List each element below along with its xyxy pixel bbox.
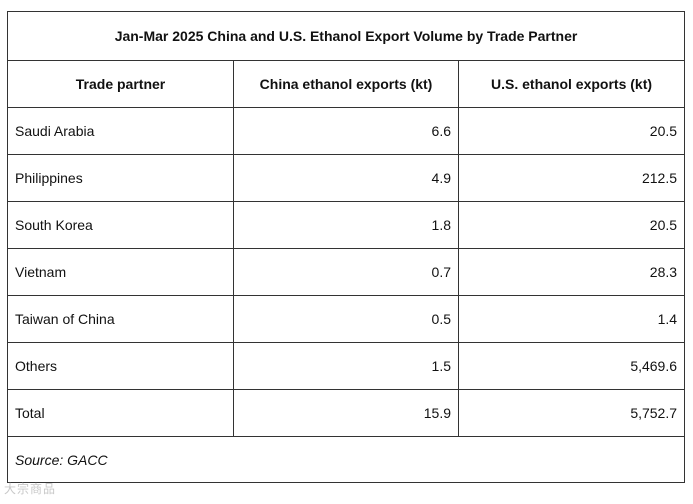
table-row: Philippines 4.9 212.5 xyxy=(7,154,686,202)
partner-cell: Others xyxy=(7,342,234,390)
china-value-cell: 6.6 xyxy=(233,107,459,155)
china-value-cell: 15.9 xyxy=(233,389,459,437)
us-value-cell: 5,469.6 xyxy=(457,342,686,390)
partner-cell: Total xyxy=(7,389,234,437)
header-trade-partner: Trade partner xyxy=(7,60,234,108)
china-value-cell: 4.9 xyxy=(233,154,459,202)
china-value-cell: 0.5 xyxy=(233,295,459,343)
table-row: South Korea 1.8 20.5 xyxy=(7,201,686,249)
header-row: Trade partner China ethanol exports (kt)… xyxy=(7,60,686,108)
us-value-cell: 20.5 xyxy=(457,201,686,249)
partner-cell: Saudi Arabia xyxy=(7,107,234,155)
header-china-exports: China ethanol exports (kt) xyxy=(233,60,459,108)
table-row: Vietnam 0.7 28.3 xyxy=(7,248,686,296)
partner-cell: Philippines xyxy=(7,154,234,202)
table-row: Taiwan of China 0.5 1.4 xyxy=(7,295,686,343)
source-row: Source: GACC xyxy=(6,436,686,483)
us-value-cell: 212.5 xyxy=(457,154,686,202)
china-value-cell: 1.5 xyxy=(233,342,459,390)
source-note: Source: GACC xyxy=(6,436,686,483)
partner-cell: South Korea xyxy=(7,201,234,249)
us-value-cell: 28.3 xyxy=(457,248,686,296)
table-row: Total 15.9 5,752.7 xyxy=(7,389,686,437)
us-value-cell: 1.4 xyxy=(457,295,686,343)
header-us-exports: U.S. ethanol exports (kt) xyxy=(457,60,686,108)
title-row: Jan-Mar 2025 China and U.S. Ethanol Expo… xyxy=(6,11,686,61)
watermark-logo: 大宗商品 xyxy=(4,482,57,496)
us-value-cell: 5,752.7 xyxy=(457,389,686,437)
table-title: Jan-Mar 2025 China and U.S. Ethanol Expo… xyxy=(6,11,686,61)
table-row: Saudi Arabia 6.6 20.5 xyxy=(7,107,686,155)
us-value-cell: 20.5 xyxy=(457,107,686,155)
china-value-cell: 1.8 xyxy=(233,201,459,249)
export-table-container: Jan-Mar 2025 China and U.S. Ethanol Expo… xyxy=(6,11,686,483)
china-value-cell: 0.7 xyxy=(233,248,459,296)
partner-cell: Taiwan of China xyxy=(7,295,234,343)
export-table: Jan-Mar 2025 China and U.S. Ethanol Expo… xyxy=(6,11,686,483)
table-row: Others 1.5 5,469.6 xyxy=(7,342,686,390)
table-body: Saudi Arabia 6.6 20.5 Philippines 4.9 212.5 So… xyxy=(7,107,686,437)
partner-cell: Vietnam xyxy=(7,248,234,296)
